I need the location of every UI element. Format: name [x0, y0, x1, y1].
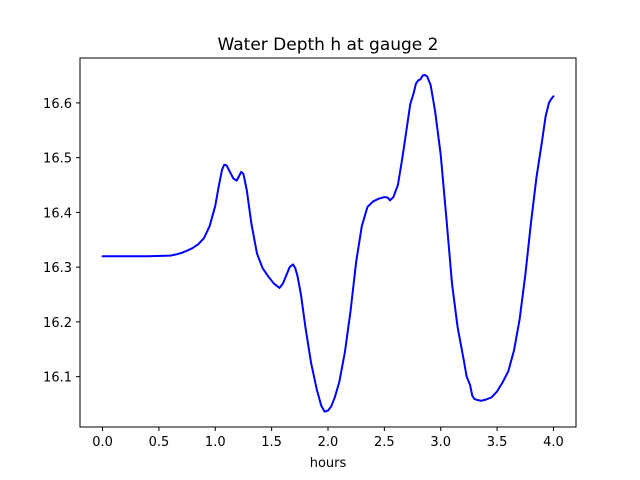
- x-axis-label: hours: [310, 456, 347, 471]
- x-tick-label: 1.0: [205, 435, 226, 450]
- x-tick-label: 3.0: [430, 435, 451, 450]
- plot-frame: [79, 57, 577, 428]
- y-tick-label: 16.6: [43, 97, 72, 112]
- y-axis: 16.1 16.2 16.3 16.4 16.5 16.6: [43, 97, 80, 386]
- x-tick-label: 2.0: [318, 435, 339, 450]
- x-tick-label: 4.0: [543, 435, 564, 450]
- plot-area: [101, 73, 555, 413]
- x-tick-label: 3.5: [487, 435, 508, 450]
- y-tick-label: 16.2: [43, 316, 72, 331]
- x-tick-label: 0.0: [92, 435, 113, 450]
- series-line: [101, 73, 555, 413]
- y-tick-label: 16.1: [43, 371, 72, 386]
- y-tick-label: 16.4: [43, 206, 72, 221]
- x-tick-label: 0.5: [149, 435, 170, 450]
- x-tick-label: 1.5: [261, 435, 282, 450]
- chart-title: Water Depth h at gauge 2: [218, 35, 439, 55]
- y-tick-label: 16.3: [43, 261, 72, 276]
- y-tick-label: 16.5: [43, 152, 72, 167]
- x-axis: 0.0 0.5 1.0 1.5 2.0 2.5 3.0 3.5 4.0: [92, 427, 564, 450]
- x-tick-label: 2.5: [374, 435, 395, 450]
